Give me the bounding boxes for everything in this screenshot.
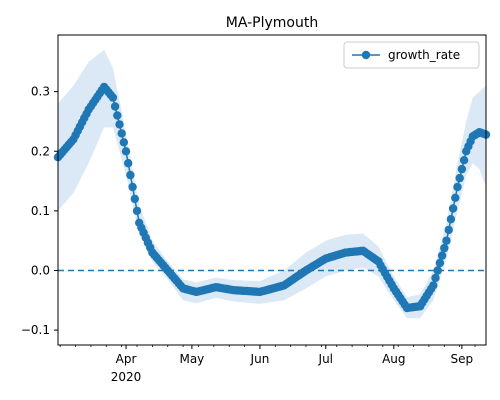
y-tick-label: −0.1 xyxy=(21,323,50,337)
data-point xyxy=(113,111,122,120)
x-tick-label: Sep xyxy=(451,352,474,366)
legend-marker xyxy=(361,50,371,60)
data-point xyxy=(433,266,442,275)
data-point xyxy=(448,204,458,213)
data-point xyxy=(435,258,445,268)
data-point xyxy=(119,138,128,147)
confidence-band-layer xyxy=(58,49,486,319)
axes-layer: −0.1 0.0 0.1 0.2 0.3 Apr 2020 May Jun Jul Aug Sep xyxy=(21,34,487,384)
x-tick-label: Jun xyxy=(250,352,270,366)
legend: growth_rate xyxy=(343,41,480,69)
data-point xyxy=(431,273,440,283)
chart-title: MA-Plymouth xyxy=(226,15,318,31)
y-tick-label: 0.1 xyxy=(31,204,50,218)
legend-label: growth_rate xyxy=(388,48,460,62)
data-point xyxy=(444,225,453,235)
data-point xyxy=(132,206,142,216)
data-point xyxy=(451,193,460,202)
data-point xyxy=(437,251,447,260)
data-point xyxy=(455,173,464,183)
data-point xyxy=(446,215,456,224)
data-point xyxy=(459,156,469,165)
y-tick-label: 0.3 xyxy=(31,85,50,99)
data-point xyxy=(128,182,137,192)
data-point xyxy=(108,93,118,102)
data-point xyxy=(440,243,449,253)
y-tick-label: 0.0 xyxy=(31,263,50,277)
data-point xyxy=(121,147,131,156)
data-point xyxy=(110,102,120,111)
confidence-band xyxy=(58,49,486,319)
data-point xyxy=(124,159,133,168)
data-point xyxy=(442,236,451,245)
data-point xyxy=(126,170,135,180)
x-tick-label: Aug xyxy=(382,352,405,366)
x-tick-label: Jul xyxy=(318,352,333,366)
series-layer xyxy=(53,82,491,313)
x-tick-label: May xyxy=(179,352,204,366)
data-point xyxy=(117,129,126,138)
x-tick-sublabel: 2020 xyxy=(111,370,142,384)
legend-box xyxy=(343,41,480,69)
data-point xyxy=(115,120,124,129)
data-point xyxy=(453,182,462,192)
data-point xyxy=(429,281,438,290)
y-tick-label: 0.2 xyxy=(31,144,50,158)
data-point xyxy=(457,164,467,174)
plot-frame xyxy=(57,34,487,346)
data-point xyxy=(130,194,139,204)
x-tick-label: Apr xyxy=(116,352,137,366)
